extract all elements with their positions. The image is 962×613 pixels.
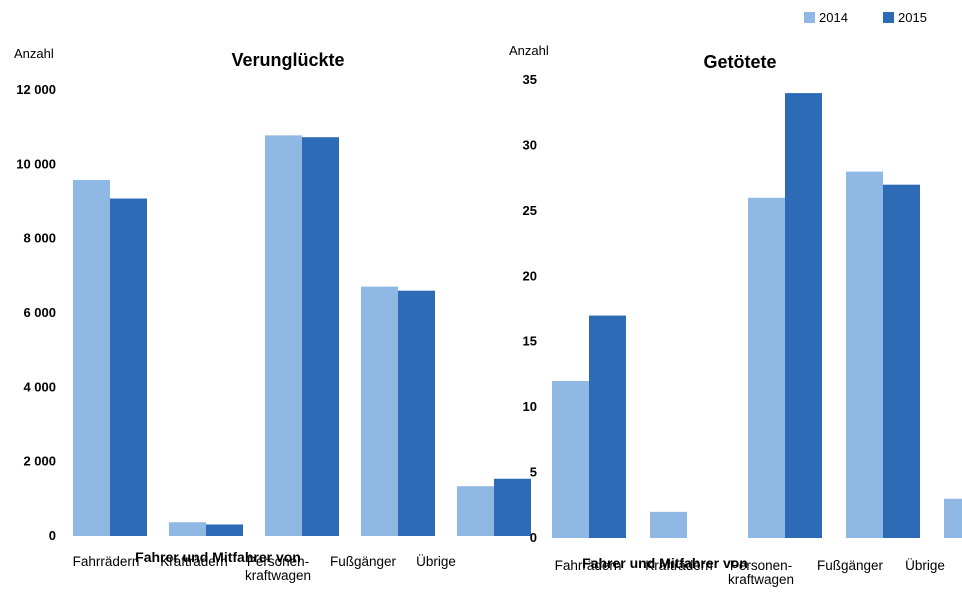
group-label: Fahrer und Mitfahrer von xyxy=(135,549,301,565)
y-tick-label: 25 xyxy=(523,203,537,218)
legend: 2014 2015 xyxy=(804,10,927,25)
y-tick-label: 15 xyxy=(523,334,537,349)
bar-2014 xyxy=(944,498,962,538)
bar-2015 xyxy=(206,524,243,536)
bar-2014 xyxy=(846,171,883,538)
y-tick-label: 35 xyxy=(523,72,537,87)
bar-2014 xyxy=(73,179,110,536)
bar-2015 xyxy=(110,198,147,536)
category-label: Fußgänger xyxy=(817,558,884,573)
y-tick-label: 4 000 xyxy=(23,379,56,394)
bar-2014 xyxy=(650,511,687,538)
chart-getoetete: Getötete Anzahl Fahrer und Mitfahrer von… xyxy=(509,43,962,587)
y-tick-label: 30 xyxy=(523,137,537,152)
y-tick-label: 5 xyxy=(530,465,537,480)
bar-2014 xyxy=(265,135,302,537)
chart-title: Verunglückte xyxy=(231,50,344,70)
legend-swatch-2014 xyxy=(804,12,815,23)
category-label: Krafträdern xyxy=(160,554,228,569)
y-tick-label: 6 000 xyxy=(23,305,56,320)
bar-2015 xyxy=(589,315,626,538)
category-label: Übrige xyxy=(416,554,456,569)
chart-verunglueckte: Verunglückte Anzahl Fahrer und Mitfahrer… xyxy=(14,46,531,583)
y-axis-unit-label: Anzahl xyxy=(509,43,549,58)
y-tick-label: 10 xyxy=(523,399,537,414)
group-label: Fahrer und Mitfahrer von xyxy=(582,555,748,571)
legend-label-2014: 2014 xyxy=(819,10,848,25)
bar-2014 xyxy=(169,522,206,536)
category-label: Personen-kraftwagen xyxy=(245,554,311,583)
bar-2015 xyxy=(398,290,435,536)
category-label: Fußgänger xyxy=(330,554,397,569)
category-label: Fahrrädern xyxy=(555,558,622,573)
category-label: Fahrrädern xyxy=(73,554,140,569)
y-tick-label: 0 xyxy=(49,528,56,543)
bar-2015 xyxy=(785,93,822,538)
y-tick-label: 0 xyxy=(530,530,537,545)
bar-2015 xyxy=(494,478,531,536)
y-axis-unit-label: Anzahl xyxy=(14,46,54,61)
bar-2014 xyxy=(552,380,589,538)
y-tick-label: 20 xyxy=(523,268,537,283)
bar-2014 xyxy=(361,286,398,536)
legend-swatch-2015 xyxy=(883,12,894,23)
y-tick-label: 8 000 xyxy=(23,231,56,246)
bar-2014 xyxy=(457,486,494,536)
bar-2015 xyxy=(302,137,339,536)
bar-2014 xyxy=(748,197,785,538)
chart-title: Getötete xyxy=(703,52,776,72)
category-label: Übrige xyxy=(905,558,945,573)
y-tick-label: 10 000 xyxy=(16,156,56,171)
category-label: Krafträdern xyxy=(645,558,713,573)
legend-label-2015: 2015 xyxy=(898,10,927,25)
y-tick-label: 12 000 xyxy=(16,82,56,97)
bar-2015 xyxy=(883,184,920,538)
y-tick-label: 2 000 xyxy=(23,454,56,469)
category-label: Personen-kraftwagen xyxy=(728,558,794,587)
